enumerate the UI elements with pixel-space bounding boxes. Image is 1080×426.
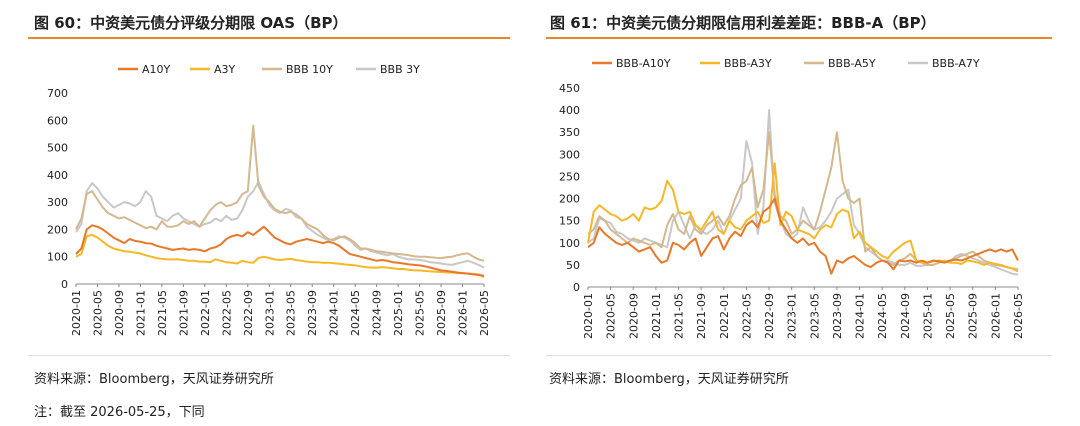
x-tick-label: 2025-09	[435, 290, 448, 336]
legend-label: BBB 10Y	[286, 63, 333, 76]
x-tick-label: 2020-01	[70, 290, 83, 336]
legend-label: A3Y	[214, 63, 236, 76]
x-tick-label: 2024-05	[349, 290, 362, 336]
chart-title: 图 61：中资美元债分期限信用利差差距：BBB-A（BP）	[550, 14, 936, 32]
x-tick-label: 2020-05	[91, 290, 104, 336]
x-tick-label: 2026-05	[478, 290, 491, 336]
y-tick-label: 0	[61, 278, 68, 291]
x-tick-label: 2022-01	[718, 293, 731, 339]
x-tick-label: 2022-05	[740, 293, 753, 339]
x-tick-label: 2022-01	[199, 290, 212, 336]
x-tick-label: 2026-05	[1012, 293, 1025, 339]
chart-panel-spread-gap: 图 61：中资美元债分期限信用利差差距：BBB-A（BP） 0 50 100 150 2…	[546, 0, 1056, 345]
x-tick-label: 2026-01	[457, 290, 470, 336]
panel-divider	[546, 355, 1052, 356]
y-tick-label: 500	[47, 142, 68, 155]
x-tick-label: 2021-05	[156, 290, 169, 336]
x-tick-label: 2023-05	[808, 293, 821, 339]
y-tick-label: 600	[47, 114, 68, 127]
y-tick-label: 700	[47, 87, 68, 100]
x-tick-label: 2024-09	[899, 293, 912, 339]
x-tick-label: 2021-01	[134, 290, 147, 336]
title-rule	[546, 37, 1052, 39]
legend-label: BBB-A3Y	[724, 57, 772, 70]
footnote: 注：截至 2026-05-25，下同	[34, 405, 205, 420]
series-line-bbb-a5y	[587, 131, 1019, 271]
oas-line-chart: 0 100 200 300 400 500 600 700 2020-01 2020-05 2020…	[47, 63, 491, 336]
x-tick-label: 2025-01	[392, 290, 405, 336]
chart-panel-oas: 图 60：中资美元债分评级分期限 OAS（BP） 0 100 200 300 400 50…	[0, 0, 510, 345]
chart-title: 图 60：中资美元债分评级分期限 OAS（BP）	[34, 14, 348, 32]
legend-label: BBB-A10Y	[616, 57, 671, 70]
y-tick-label: 300	[559, 148, 580, 161]
y-tick-label: 400	[47, 169, 68, 182]
legend-label: BBB-A5Y	[828, 57, 876, 70]
panel-divider	[28, 355, 510, 356]
series-line-bbb-3y	[75, 180, 485, 269]
legend-label: A10Y	[142, 63, 171, 76]
source-note: 资料来源：Bloomberg，天风证券研究所	[34, 372, 274, 387]
x-tick-label: 2024-01	[854, 293, 867, 339]
x-tick-label: 2024-05	[876, 293, 889, 339]
y-tick-label: 250	[559, 170, 580, 183]
x-tick-label: 2025-09	[967, 293, 980, 339]
y-tick-label: 200	[559, 193, 580, 206]
x-tick-label: 2023-01	[263, 290, 276, 336]
y-tick-label: 300	[47, 196, 68, 209]
x-tick-label: 2020-01	[582, 293, 595, 339]
x-tick-label: 2021-01	[650, 293, 663, 339]
x-tick-label: 2022-09	[763, 293, 776, 339]
x-tick-label: 2024-09	[371, 290, 384, 336]
spread-gap-line-chart: 0 50 100 150 200 250 300 350 400 450 2020-01 2020-0…	[559, 57, 1025, 339]
series-line-a10y	[75, 224, 485, 277]
x-tick-label: 2021-09	[177, 290, 190, 336]
y-tick-label: 50	[566, 259, 580, 272]
legend-label: BBB-A7Y	[932, 57, 980, 70]
series-line-bbb-a10y	[587, 197, 1019, 275]
x-tick-label: 2026-01	[989, 293, 1002, 339]
legend-label: BBB 3Y	[380, 63, 420, 76]
x-tick-label: 2023-01	[786, 293, 799, 339]
y-tick-label: 150	[559, 215, 580, 228]
y-tick-label: 0	[573, 281, 580, 294]
y-tick-label: 450	[559, 82, 580, 95]
series-line-a3y	[75, 233, 485, 279]
x-tick-label: 2020-09	[627, 293, 640, 339]
x-tick-label: 2020-09	[113, 290, 126, 336]
x-tick-label: 2021-05	[673, 293, 686, 339]
x-tick-label: 2024-01	[328, 290, 341, 336]
x-tick-label: 2022-09	[242, 290, 255, 336]
x-tick-label: 2021-09	[695, 293, 708, 339]
y-tick-label: 100	[47, 251, 68, 264]
x-tick-label: 2020-05	[605, 293, 618, 339]
x-tick-label: 2025-01	[921, 293, 934, 339]
y-tick-label: 100	[559, 237, 580, 250]
x-tick-label: 2023-05	[285, 290, 298, 336]
source-note: 资料来源：Bloomberg，天风证券研究所	[549, 372, 789, 387]
y-tick-label: 350	[559, 126, 580, 139]
series-line-bbb-10y	[75, 124, 485, 262]
x-tick-label: 2023-09	[831, 293, 844, 339]
y-tick-label: 400	[559, 104, 580, 117]
x-tick-label: 2025-05	[414, 290, 427, 336]
x-tick-label: 2022-05	[220, 290, 233, 336]
series-line-bbb-a3y	[587, 162, 1019, 273]
x-tick-label: 2023-09	[306, 290, 319, 336]
x-tick-label: 2025-05	[944, 293, 957, 339]
title-rule	[28, 37, 510, 39]
y-tick-label: 200	[47, 223, 68, 236]
